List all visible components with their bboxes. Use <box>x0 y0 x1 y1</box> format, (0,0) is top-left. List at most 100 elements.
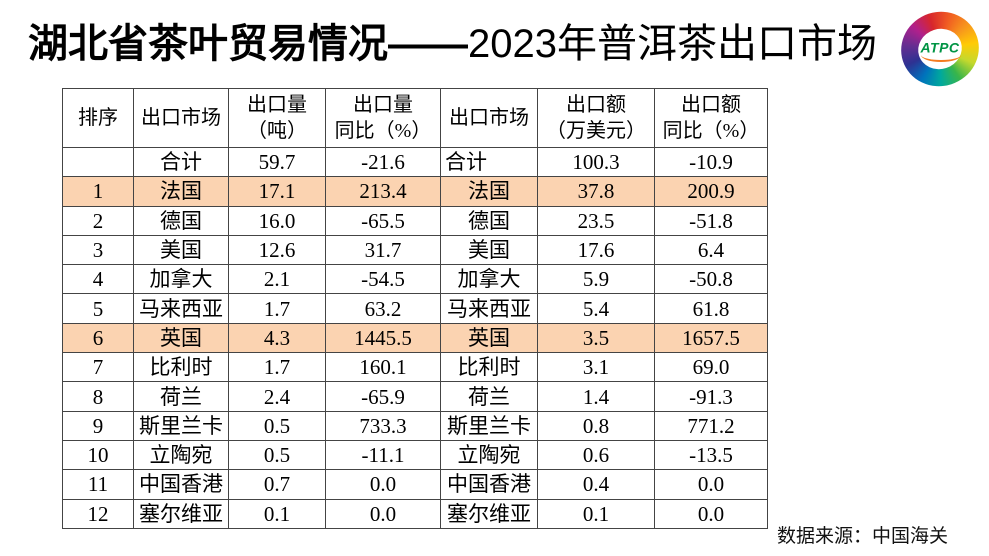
cell-market-volume: 荷兰 <box>133 381 229 412</box>
cell-volume: 1.7 <box>228 352 326 383</box>
cell-rank: 9 <box>62 410 134 441</box>
cell-value-yoy: 0.0 <box>654 469 768 500</box>
cell-market-value: 美国 <box>440 234 538 266</box>
cell-value: 0.8 <box>537 410 655 441</box>
cell-value-yoy: 0.0 <box>654 498 768 529</box>
cell-market-volume: 英国 <box>133 322 229 354</box>
cell-market-value: 中国香港 <box>440 469 538 500</box>
page-title: 湖北省茶叶贸易情况——2023年普洱茶出口市场 <box>28 20 877 68</box>
cell-market-value: 荷兰 <box>440 381 538 412</box>
cell-volume-yoy: 63.2 <box>325 293 441 324</box>
cell-value-yoy: -13.5 <box>654 439 768 471</box>
cell-volume: 0.5 <box>228 410 326 441</box>
cell-volume-yoy: 1445.5 <box>325 322 441 354</box>
atpc-logo: ATPC <box>891 1 989 97</box>
cell-market-volume: 德国 <box>133 205 229 236</box>
cell-market-volume: 美国 <box>133 234 229 266</box>
cell-volume-yoy: -65.9 <box>325 381 441 412</box>
cell-value: 17.6 <box>537 234 655 266</box>
cell-market-value: 法国 <box>440 176 538 207</box>
table-header-row: 排序 出口市场 出口量 （吨） 出口量 同比（%） 出口市场 出口额 （万美元） 出口额 同比（%） <box>62 88 768 148</box>
column-header: 出口额 同比（%） <box>654 88 768 148</box>
cell-value-yoy: -91.3 <box>654 381 768 412</box>
cell-value-yoy: 200.9 <box>654 176 768 207</box>
cell-volume: 12.6 <box>228 234 326 266</box>
column-header: 出口量 同比（%） <box>325 88 441 148</box>
cell-volume: 0.7 <box>228 469 326 500</box>
cell-rank: 12 <box>62 498 134 529</box>
cell-market-value: 马来西亚 <box>440 293 538 324</box>
cell-volume: 59.7 <box>228 146 326 178</box>
cell-value: 3.1 <box>537 352 655 383</box>
column-header: 排序 <box>62 88 134 148</box>
table-container: 排序 出口市场 出口量 （吨） 出口量 同比（%） 出口市场 出口额 （万美元） 出口额 同比（%）… <box>62 88 768 529</box>
cell-volume: 2.4 <box>228 381 326 412</box>
table-row: 9 斯里兰卡 0.5 733.3 斯里兰卡 0.8 771.2 <box>62 410 768 441</box>
cell-rank: 4 <box>62 264 134 295</box>
cell-volume: 0.5 <box>228 439 326 471</box>
table-row: 2 德国 16.0 -65.5 德国 23.5 -51.8 <box>62 205 768 236</box>
cell-value: 0.6 <box>537 439 655 471</box>
cell-rank: 7 <box>62 352 134 383</box>
column-header: 出口量 （吨） <box>228 88 326 148</box>
table-row: 12 塞尔维亚 0.1 0.0 塞尔维亚 0.1 0.0 <box>62 498 768 529</box>
trade-table: 排序 出口市场 出口量 （吨） 出口量 同比（%） 出口市场 出口额 （万美元） 出口额 同比（%）… <box>62 88 768 529</box>
table-row: 1 法国 17.1 213.4 法国 37.8 200.9 <box>62 176 768 207</box>
column-header: 出口市场 <box>440 88 538 148</box>
cell-value: 3.5 <box>537 322 655 354</box>
cell-volume-yoy: 0.0 <box>325 469 441 500</box>
cell-value-yoy: 1657.5 <box>654 322 768 354</box>
cell-value-yoy: 771.2 <box>654 410 768 441</box>
cell-volume-yoy: 0.0 <box>325 498 441 529</box>
cell-market-volume: 合计 <box>133 146 229 178</box>
cell-market-volume: 中国香港 <box>133 469 229 500</box>
cell-value: 37.8 <box>537 176 655 207</box>
cell-value-yoy: -10.9 <box>654 146 768 178</box>
table-row: 合计 59.7 -21.6 合计 100.3 -10.9 <box>62 146 768 178</box>
table-row: 6 英国 4.3 1445.5 英国 3.5 1657.5 <box>62 322 768 354</box>
cell-rank <box>62 146 134 178</box>
cell-value: 23.5 <box>537 205 655 236</box>
cell-value: 5.4 <box>537 293 655 324</box>
cell-market-volume: 马来西亚 <box>133 293 229 324</box>
cell-value: 0.4 <box>537 469 655 500</box>
cell-market-value: 德国 <box>440 205 538 236</box>
cell-rank: 1 <box>62 176 134 207</box>
logo-swoosh-icon <box>921 48 961 62</box>
cell-volume-yoy: -54.5 <box>325 264 441 295</box>
table-row: 11 中国香港 0.7 0.0 中国香港 0.4 0.0 <box>62 469 768 500</box>
cell-value: 1.4 <box>537 381 655 412</box>
cell-volume: 2.1 <box>228 264 326 295</box>
cell-volume-yoy: -21.6 <box>325 146 441 178</box>
cell-volume-yoy: 160.1 <box>325 352 441 383</box>
cell-volume-yoy: 733.3 <box>325 410 441 441</box>
cell-market-volume: 比利时 <box>133 352 229 383</box>
cell-value: 0.1 <box>537 498 655 529</box>
cell-market-value: 立陶宛 <box>440 439 538 471</box>
cell-rank: 10 <box>62 439 134 471</box>
page-title-main: 湖北省茶叶贸易情况—— <box>28 22 468 66</box>
cell-volume: 1.7 <box>228 293 326 324</box>
cell-value: 5.9 <box>537 264 655 295</box>
cell-value-yoy: -50.8 <box>654 264 768 295</box>
page-title-sub: 2023年普洱茶出口市场 <box>468 22 877 66</box>
cell-volume-yoy: 31.7 <box>325 234 441 266</box>
cell-volume-yoy: -11.1 <box>325 439 441 471</box>
cell-market-value: 比利时 <box>440 352 538 383</box>
cell-value-yoy: 61.8 <box>654 293 768 324</box>
column-header: 出口市场 <box>133 88 229 148</box>
cell-market-volume: 加拿大 <box>133 264 229 295</box>
table-row: 7 比利时 1.7 160.1 比利时 3.1 69.0 <box>62 352 768 383</box>
cell-market-value: 合计 <box>440 146 538 178</box>
cell-market-value: 英国 <box>440 322 538 354</box>
cell-rank: 8 <box>62 381 134 412</box>
cell-volume: 17.1 <box>228 176 326 207</box>
table-row: 8 荷兰 2.4 -65.9 荷兰 1.4 -91.3 <box>62 381 768 412</box>
cell-market-volume: 斯里兰卡 <box>133 410 229 441</box>
table-body: 合计 59.7 -21.6 合计 100.3 -10.9 1 法国 17.1 213.4 法国 37.… <box>62 146 768 529</box>
cell-market-value: 斯里兰卡 <box>440 410 538 441</box>
cell-volume-yoy: -65.5 <box>325 205 441 236</box>
cell-value-yoy: 69.0 <box>654 352 768 383</box>
cell-rank: 5 <box>62 293 134 324</box>
cell-market-volume: 立陶宛 <box>133 439 229 471</box>
